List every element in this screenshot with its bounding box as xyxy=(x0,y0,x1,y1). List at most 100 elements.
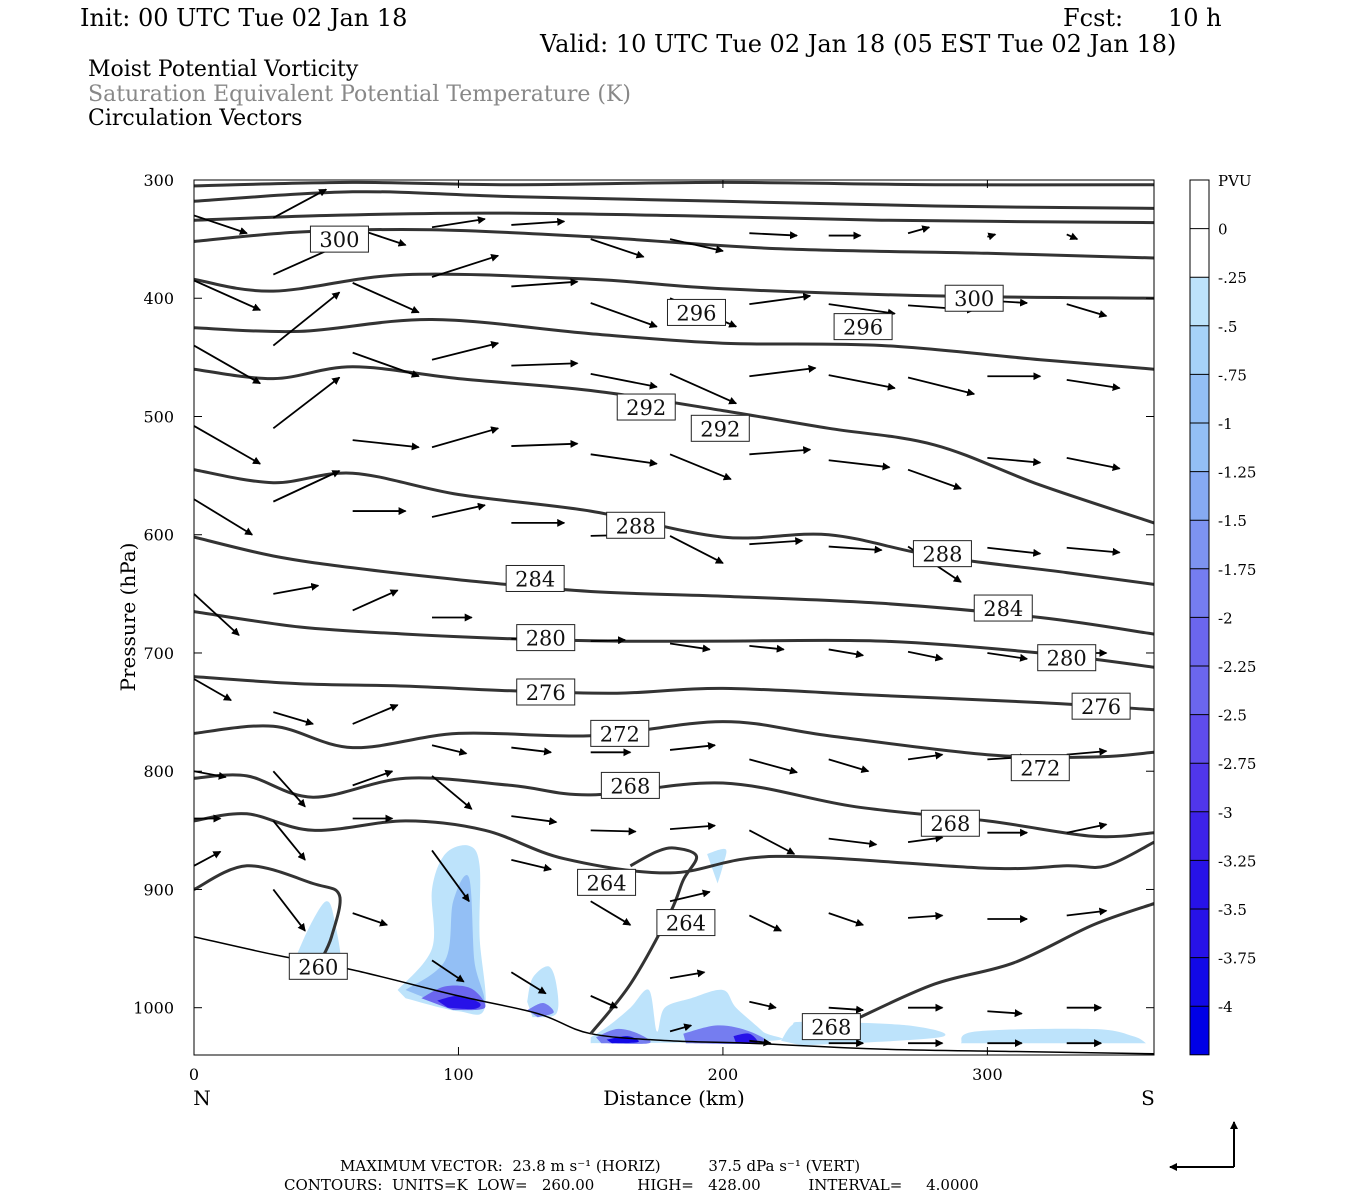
contour-label: 280 xyxy=(1037,644,1097,672)
circulation-vector xyxy=(907,650,944,662)
colorbar-label: -3.25 xyxy=(1218,852,1256,870)
circulation-vector xyxy=(907,376,976,397)
contour-label-box xyxy=(833,313,893,341)
circulation-vector xyxy=(431,254,500,278)
circulation-vector xyxy=(987,232,997,241)
contour-300 xyxy=(194,180,1154,188)
circulation-vector xyxy=(1066,232,1079,240)
contour-label: 280 xyxy=(516,624,576,652)
circulation-vector xyxy=(431,426,500,449)
contour-292 xyxy=(194,365,1154,525)
circulation-vector xyxy=(511,217,566,226)
forecast-hour: 10 h xyxy=(1168,4,1222,32)
circulation-vector xyxy=(511,278,579,288)
contour-label-box xyxy=(973,594,1033,622)
circulation-vector xyxy=(431,775,473,810)
axes: 0 100 200 300 300 400 500 600 700 800 900 1000 xyxy=(133,171,1154,1084)
pv-region xyxy=(527,1002,554,1018)
circulation-vector xyxy=(352,351,420,378)
circulation-vector xyxy=(511,746,553,756)
circulation-vector xyxy=(194,214,248,235)
contour-300 xyxy=(194,211,1154,225)
circulation-vector xyxy=(511,815,558,826)
plot-frame xyxy=(193,179,1155,1056)
colorbar-label: -3 xyxy=(1218,804,1233,822)
contour-label-text: 272 xyxy=(1020,757,1060,781)
circulation-vector xyxy=(907,834,944,844)
circulation-vector xyxy=(828,303,896,317)
circulation-vector xyxy=(907,911,944,920)
circulation-vector xyxy=(1066,821,1108,834)
contour-label-box xyxy=(1010,754,1070,782)
field-vectors-title: Circulation Vectors xyxy=(88,106,303,131)
contour-label-text: 292 xyxy=(626,396,666,420)
colorbar-label: -2.25 xyxy=(1218,658,1256,676)
contour-label: 300 xyxy=(309,225,369,253)
colorbar-label: -.25 xyxy=(1218,269,1247,287)
circulation-vector xyxy=(194,850,222,867)
circulation-vector xyxy=(590,373,658,390)
contour-268 xyxy=(589,846,699,1035)
circulation-vector xyxy=(749,292,812,306)
circulation-vector xyxy=(907,751,944,761)
contour-label-box xyxy=(666,298,726,326)
contour-label: 288 xyxy=(912,540,972,568)
circulation-vector xyxy=(828,459,891,471)
circulation-vector xyxy=(828,912,865,927)
colorbar-label: -1 xyxy=(1218,415,1233,433)
circulation-vector xyxy=(669,741,716,751)
forecast-label: Fcst: xyxy=(1063,4,1124,32)
contour-label: 300 xyxy=(944,284,1004,312)
contour-label-text: 284 xyxy=(515,567,555,591)
contour-label-box xyxy=(801,1013,861,1041)
contour-labels: 300 300 296 296 292 292 288 288 284 284 280 280 276 2… xyxy=(288,225,1131,1041)
contour-label: 296 xyxy=(666,298,726,326)
contour-label: 260 xyxy=(288,952,348,980)
colorbar-label: -3.75 xyxy=(1218,950,1256,968)
circulation-vector xyxy=(431,340,500,361)
contour-label-box xyxy=(912,540,972,568)
contour-label-text: 280 xyxy=(1047,647,1087,671)
pv-colorbar: PVU 0 -.25 -.5 -.75 -1 -1.25 -1.5 -1.75 -2 -2.25 -2… xyxy=(1189,172,1256,1056)
colorbar-box xyxy=(1190,763,1209,812)
circulation-vector xyxy=(272,376,341,430)
circulation-vector xyxy=(272,291,341,347)
contour-300 xyxy=(194,227,1154,260)
contour-296 xyxy=(194,317,1154,371)
circulation-vector xyxy=(669,822,716,831)
circulation-vector xyxy=(352,439,420,451)
y-tick-label: 500 xyxy=(143,407,174,426)
contour-label: 296 xyxy=(833,313,893,341)
circulation-vector xyxy=(1066,907,1108,917)
contour-label: 268 xyxy=(920,809,980,837)
contour-label-box xyxy=(516,678,576,706)
colorbar-box xyxy=(1190,568,1209,618)
colorbar-box xyxy=(1190,471,1209,521)
colorbar-label: -2.75 xyxy=(1218,755,1256,773)
colorbar-box xyxy=(1190,909,1209,958)
circulation-vector xyxy=(590,636,627,645)
y-tick-label: 400 xyxy=(143,289,174,308)
contour-276 xyxy=(194,675,1154,712)
circulation-vector xyxy=(352,704,399,725)
y-tick-label: 1000 xyxy=(133,999,174,1018)
x-tick-label: 200 xyxy=(708,1065,739,1084)
circulation-vector xyxy=(352,589,399,612)
colorbar-label: -2.5 xyxy=(1218,707,1247,725)
y-tick-label: 700 xyxy=(143,644,174,663)
x-tick-label: 100 xyxy=(443,1065,474,1084)
circulation-vector xyxy=(272,188,328,219)
contour-label-text: 276 xyxy=(526,681,566,705)
contour-label-text: 288 xyxy=(922,543,962,567)
colorbar-box xyxy=(1190,277,1209,326)
circulation-vector xyxy=(590,827,637,836)
circulation-vector xyxy=(194,498,254,536)
contour-label: 272 xyxy=(590,719,650,747)
circulation-vector xyxy=(194,344,261,385)
circulation-vector xyxy=(907,468,962,491)
valid-time: Valid: 10 UTC Tue 02 Jan 18 (05 EST Tue … xyxy=(540,30,1177,58)
circulation-vector xyxy=(590,238,645,259)
contour-label: 264 xyxy=(656,909,716,937)
circulation-vector xyxy=(749,1000,777,1011)
contour-label: 268 xyxy=(600,771,660,799)
